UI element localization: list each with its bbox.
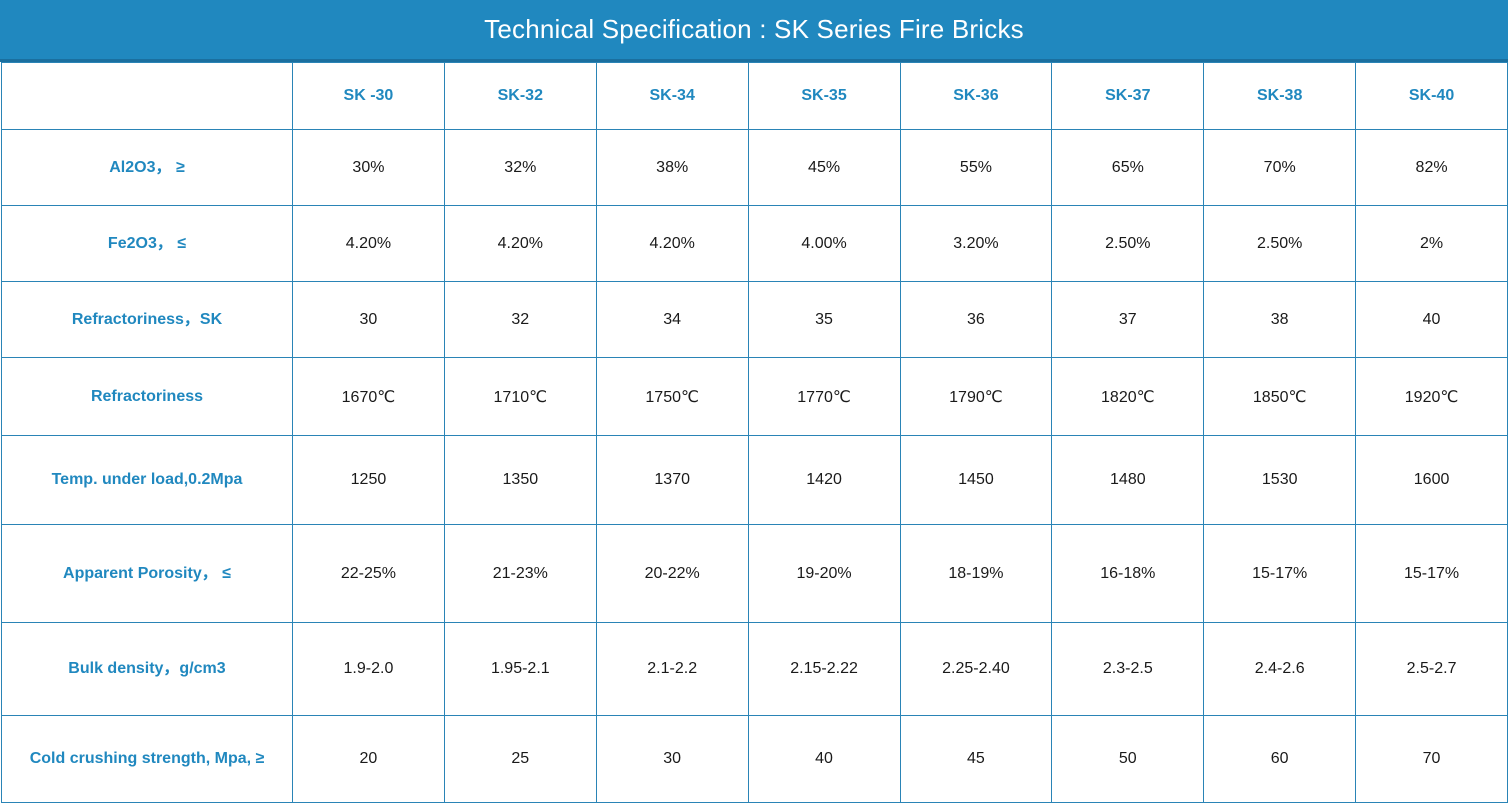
table-cell: 30: [596, 716, 748, 803]
row-label: Bulk density，g/cm3: [2, 623, 293, 716]
table-cell: 40: [748, 716, 900, 803]
table-cell: 1480: [1052, 436, 1204, 525]
table-cell: 2.5-2.7: [1356, 623, 1508, 716]
table-cell: 1600: [1356, 436, 1508, 525]
table-cell: 1770℃: [748, 358, 900, 436]
column-header: SK-40: [1356, 63, 1508, 130]
table-cell: 70: [1356, 716, 1508, 803]
table-row: Refractoriness 1670℃ 1710℃ 1750℃ 1770℃ 1…: [2, 358, 1508, 436]
table-cell: 2.50%: [1052, 206, 1204, 282]
table-cell: 38: [1204, 282, 1356, 358]
table-cell: 1750℃: [596, 358, 748, 436]
table-cell: 2.1-2.2: [596, 623, 748, 716]
row-label: Refractoriness: [2, 358, 293, 436]
table-row: Apparent Porosity， ≤ 22-25% 21-23% 20-22…: [2, 525, 1508, 623]
table-cell: 1530: [1204, 436, 1356, 525]
table-cell: 34: [596, 282, 748, 358]
table-cell: 37: [1052, 282, 1204, 358]
table-cell: 50: [1052, 716, 1204, 803]
table-cell: 20-22%: [596, 525, 748, 623]
table-cell: 1350: [444, 436, 596, 525]
row-label: Refractoriness，SK: [2, 282, 293, 358]
table-cell: 45: [900, 716, 1052, 803]
table-cell: 16-18%: [1052, 525, 1204, 623]
table-cell: 2.15-2.22: [748, 623, 900, 716]
row-label: Temp. under load,0.2Mpa: [2, 436, 293, 525]
table-cell: 19-20%: [748, 525, 900, 623]
table-cell: 1920℃: [1356, 358, 1508, 436]
table-row: Al2O3， ≥ 30% 32% 38% 45% 55% 65% 70% 82%: [2, 130, 1508, 206]
table-row: Fe2O3， ≤ 4.20% 4.20% 4.20% 4.00% 3.20% 2…: [2, 206, 1508, 282]
table-cell: 25: [444, 716, 596, 803]
row-label: Cold crushing strength, Mpa, ≥: [2, 716, 293, 803]
table-cell: 32: [444, 282, 596, 358]
table-cell: 45%: [748, 130, 900, 206]
table-cell: 1370: [596, 436, 748, 525]
table-cell: 1790℃: [900, 358, 1052, 436]
table-cell: 65%: [1052, 130, 1204, 206]
column-header: SK-37: [1052, 63, 1204, 130]
table-cell: 20: [293, 716, 445, 803]
row-label: Apparent Porosity， ≤: [2, 525, 293, 623]
table-cell: 30: [293, 282, 445, 358]
header-empty-cell: [2, 63, 293, 130]
table-cell: 1.9-2.0: [293, 623, 445, 716]
table-cell: 2%: [1356, 206, 1508, 282]
row-label: Fe2O3， ≤: [2, 206, 293, 282]
table-cell: 1250: [293, 436, 445, 525]
table-cell: 1670℃: [293, 358, 445, 436]
column-header: SK-36: [900, 63, 1052, 130]
table-cell: 15-17%: [1204, 525, 1356, 623]
table-cell: 82%: [1356, 130, 1508, 206]
table-cell: 2.25-2.40: [900, 623, 1052, 716]
column-header: SK-34: [596, 63, 748, 130]
table-row: Temp. under load,0.2Mpa 1250 1350 1370 1…: [2, 436, 1508, 525]
table-cell: 1.95-2.1: [444, 623, 596, 716]
column-header: SK -30: [293, 63, 445, 130]
table-cell: 4.20%: [444, 206, 596, 282]
table-cell: 4.20%: [596, 206, 748, 282]
table-cell: 38%: [596, 130, 748, 206]
table-cell: 21-23%: [444, 525, 596, 623]
table-cell: 35: [748, 282, 900, 358]
table-cell: 1820℃: [1052, 358, 1204, 436]
row-label: Al2O3， ≥: [2, 130, 293, 206]
table-cell: 18-19%: [900, 525, 1052, 623]
table-cell: 40: [1356, 282, 1508, 358]
column-header: SK-32: [444, 63, 596, 130]
column-header: SK-38: [1204, 63, 1356, 130]
table-cell: 32%: [444, 130, 596, 206]
table-cell: 2.4-2.6: [1204, 623, 1356, 716]
table-row: Bulk density，g/cm3 1.9-2.0 1.95-2.1 2.1-…: [2, 623, 1508, 716]
table-cell: 15-17%: [1356, 525, 1508, 623]
spec-table: SK -30 SK-32 SK-34 SK-35 SK-36 SK-37 SK-…: [1, 62, 1508, 803]
table-cell: 1710℃: [444, 358, 596, 436]
table-cell: 2.3-2.5: [1052, 623, 1204, 716]
column-header: SK-35: [748, 63, 900, 130]
table-row: Cold crushing strength, Mpa, ≥ 20 25 30 …: [2, 716, 1508, 803]
table-cell: 70%: [1204, 130, 1356, 206]
table-cell: 1420: [748, 436, 900, 525]
table-cell: 1850℃: [1204, 358, 1356, 436]
table-cell: 2.50%: [1204, 206, 1356, 282]
table-cell: 1450: [900, 436, 1052, 525]
table-cell: 4.00%: [748, 206, 900, 282]
table-row: Refractoriness，SK 30 32 34 35 36 37 38 4…: [2, 282, 1508, 358]
header-row: SK -30 SK-32 SK-34 SK-35 SK-36 SK-37 SK-…: [2, 63, 1508, 130]
table-cell: 55%: [900, 130, 1052, 206]
table-cell: 60: [1204, 716, 1356, 803]
page-title: Technical Specification : SK Series Fire…: [0, 0, 1508, 62]
table-cell: 30%: [293, 130, 445, 206]
table-cell: 22-25%: [293, 525, 445, 623]
table-cell: 3.20%: [900, 206, 1052, 282]
table-cell: 36: [900, 282, 1052, 358]
table-cell: 4.20%: [293, 206, 445, 282]
